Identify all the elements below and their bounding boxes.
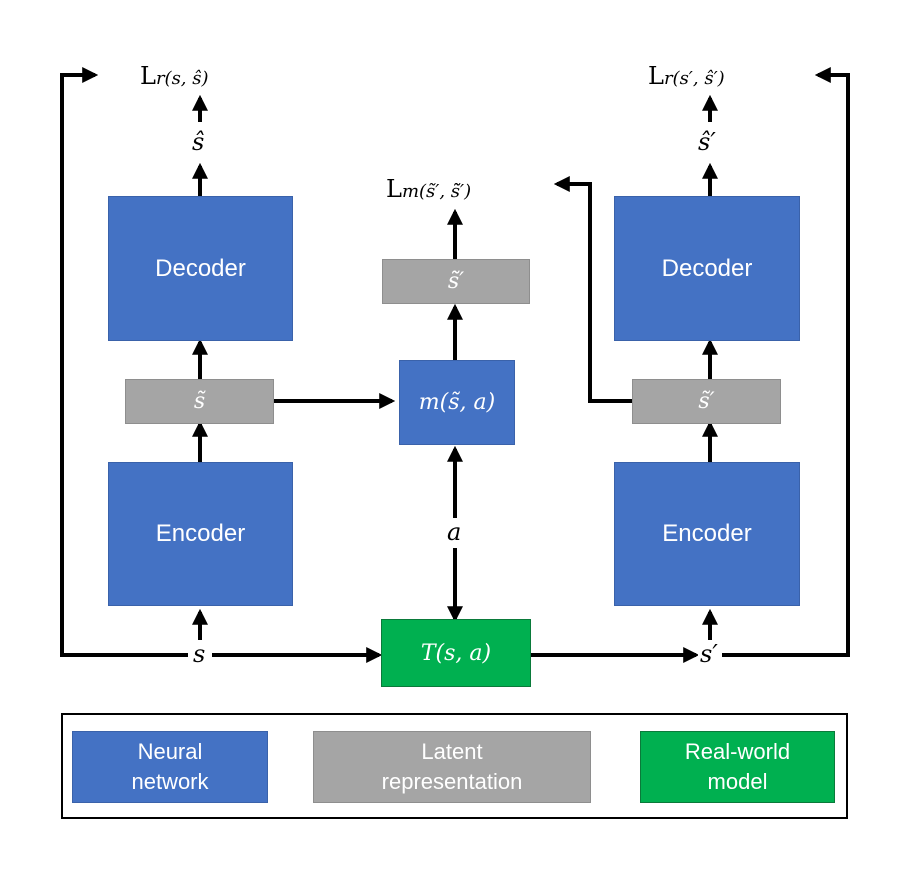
legend-latent-text: Latent representation: [382, 737, 523, 797]
loss-right-prefix: L: [648, 62, 664, 90]
real-world-model-box: T(s, a): [381, 619, 531, 687]
legend-real-world-line2: model: [707, 769, 768, 794]
latent-predicted-label: s̃̃′: [447, 269, 465, 294]
loss-center-prefix: L: [386, 175, 402, 203]
latent-s-prime-label: s̃′: [698, 389, 715, 414]
encoder-left-label: Encoder: [155, 520, 246, 547]
s-prime-hat-label: ŝ′: [698, 128, 716, 156]
arrow-latent-right-to-loss-center: [553, 176, 632, 403]
loss-center-label: Lm(s̃′, s̃̃′): [386, 175, 471, 203]
decoder-left-label: Decoder: [155, 254, 246, 282]
transition-model-box: m(s̃, a): [399, 360, 515, 445]
real-world-model-label: T(s, a): [420, 640, 492, 666]
action-label: a: [447, 518, 462, 546]
arrow-s-to-loss-left: [60, 67, 188, 657]
legend-real-world-text: Real-world model: [685, 737, 790, 797]
loss-left-body: r(s, ŝ): [155, 68, 209, 89]
encoder-right-label: Encoder: [662, 520, 752, 547]
legend-neural-network: Neural network: [72, 731, 268, 803]
legend-latent-representation: Latent representation: [313, 731, 591, 803]
s-hat-label: ŝ: [192, 128, 205, 156]
decoder-right-box: Decoder: [614, 196, 800, 341]
latent-predicted-box: s̃̃′: [382, 259, 530, 304]
latent-s-prime-box: s̃′: [632, 379, 781, 424]
legend-latent-line2: representation: [381, 769, 523, 794]
loss-center-body: m(s̃′, s̃̃′): [401, 181, 472, 202]
legend-neural-network-line1: Neural: [137, 739, 203, 764]
decoder-left-box: Decoder: [108, 196, 293, 341]
encoder-right-box: Encoder: [614, 462, 800, 606]
latent-s-box: s̃: [125, 379, 274, 424]
legend-real-world-line1: Real-world: [684, 739, 791, 764]
legend-neural-network-text: Neural network: [131, 737, 208, 797]
next-state-label: s′: [698, 640, 720, 668]
latent-s-label: s̃: [193, 389, 206, 414]
state-label: s: [191, 640, 208, 668]
encoder-left-box: Encoder: [108, 462, 293, 606]
legend-neural-network-line2: network: [131, 769, 209, 794]
loss-left-label: Lr(s, ŝ): [140, 62, 209, 90]
decoder-right-label: Decoder: [661, 254, 753, 282]
legend-real-world-model: Real-world model: [640, 731, 835, 803]
arrow-sprime-to-loss-right: [722, 67, 850, 657]
loss-right-label: Lr(s′, ŝ′): [648, 62, 725, 90]
legend-latent-line1: Latent: [421, 739, 483, 764]
loss-left-prefix: L: [140, 62, 156, 90]
loss-right-body: r(s′, ŝ′): [663, 68, 725, 89]
transition-model-label: m(s̃, a): [418, 390, 496, 415]
